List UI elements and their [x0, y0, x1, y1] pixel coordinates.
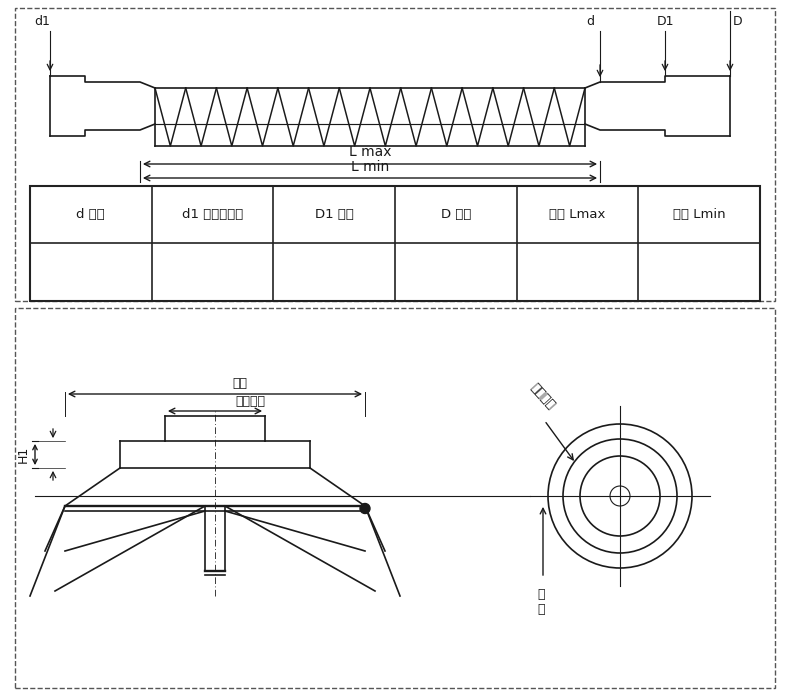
Text: H1: H1 [17, 446, 29, 463]
Circle shape [360, 503, 370, 514]
Text: 收缩 Lmin: 收缩 Lmin [673, 208, 725, 221]
Text: 拉伸 Lmax: 拉伸 Lmax [549, 208, 606, 221]
Text: 外径: 外径 [232, 377, 247, 390]
Text: d1 另一端领口: d1 另一端领口 [182, 208, 243, 221]
Bar [15, 8, 775, 301]
Bar [15, 308, 775, 688]
Text: L min: L min [351, 160, 389, 174]
Text: d1: d1 [34, 15, 50, 28]
Text: 法兰外径: 法兰外径 [528, 381, 557, 412]
Text: 领口内径: 领口内径 [235, 395, 265, 408]
Text: d 领口: d 领口 [77, 208, 105, 221]
Text: D: D [733, 15, 743, 28]
Text: D1: D1 [656, 15, 674, 28]
Text: 固
定: 固 定 [537, 588, 545, 616]
Text: L max: L max [348, 145, 391, 159]
Text: D 外径: D 外径 [441, 208, 471, 221]
Bar [30, 186, 760, 301]
Text: d: d [586, 15, 594, 28]
Text: D1 内径: D1 内径 [314, 208, 354, 221]
